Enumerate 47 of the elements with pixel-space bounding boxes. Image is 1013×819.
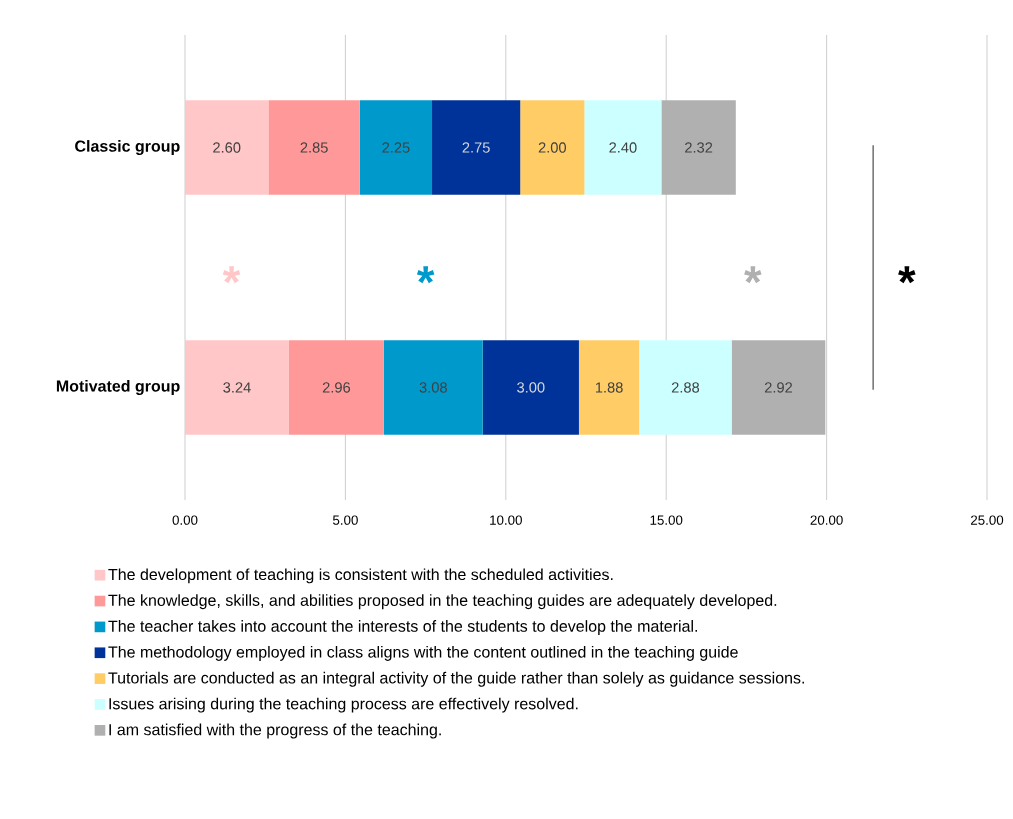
data-label: 2.85: [300, 142, 328, 153]
data-label: 2.00: [538, 142, 567, 153]
legend-label: The knowledge, skills, and abilities proposed in the teaching guides are adequately developed.: [108, 594, 777, 610]
data-label: 2.32: [685, 142, 713, 153]
bar: [383, 340, 483, 435]
bar: [359, 100, 433, 195]
data-label: 3.00: [517, 382, 545, 393]
x-tick-label: 25.00: [970, 515, 1004, 525]
bar: [268, 100, 360, 195]
bar: [520, 100, 585, 195]
bar: [482, 340, 579, 435]
x-tick-label: 0.00: [172, 515, 198, 525]
x-tick-label: 20.00: [810, 515, 843, 525]
annotation: *: [744, 266, 762, 284]
data-label: 3.24: [223, 382, 251, 393]
x-tick-label: 15.00: [650, 515, 683, 525]
data-label: 2.40: [609, 142, 637, 153]
x-tick-label: 5.00: [332, 515, 358, 525]
legend-label: The teacher takes into account the interests of the students to develop the material.: [108, 620, 698, 636]
bar: [731, 340, 826, 435]
bar: [185, 100, 269, 195]
data-label: 2.88: [671, 382, 700, 393]
y-tick-label: Classic group: [75, 140, 180, 156]
data-label: 2.25: [382, 142, 410, 153]
data-label: 1.88: [595, 382, 623, 393]
legend-label: Tutorials are conducted as an integral activity of the guide rather than solely as guidance sessions.: [108, 671, 804, 687]
annotation: *: [416, 266, 435, 284]
bar: [578, 340, 640, 435]
annotation: *: [898, 266, 916, 284]
x-tick-label: 10.00: [490, 515, 522, 525]
legend-label: The development of teaching is consistent with the scheduled activities.: [108, 568, 613, 584]
data-label: 3.08: [419, 382, 447, 393]
data-label: 2.92: [764, 382, 793, 393]
annotation: *: [222, 266, 241, 284]
bar: [185, 340, 289, 435]
legend-label: Issues arising during the teaching process are effectively resolved.: [109, 697, 578, 713]
bar: [661, 100, 736, 195]
legend-label: The methodology employed in class aligns with the content outlined in the teaching guide: [108, 645, 738, 661]
bar: [639, 340, 732, 435]
legend-label: I am satisfied with the progress of the teaching.: [109, 723, 441, 739]
bar: [584, 100, 662, 195]
data-label: 2.75: [462, 142, 490, 153]
bar: [288, 340, 384, 435]
data-label: 2.60: [213, 142, 241, 153]
bar: [432, 100, 521, 195]
y-tick-label: Motivated group: [56, 379, 180, 395]
data-label: 2.96: [322, 382, 351, 393]
